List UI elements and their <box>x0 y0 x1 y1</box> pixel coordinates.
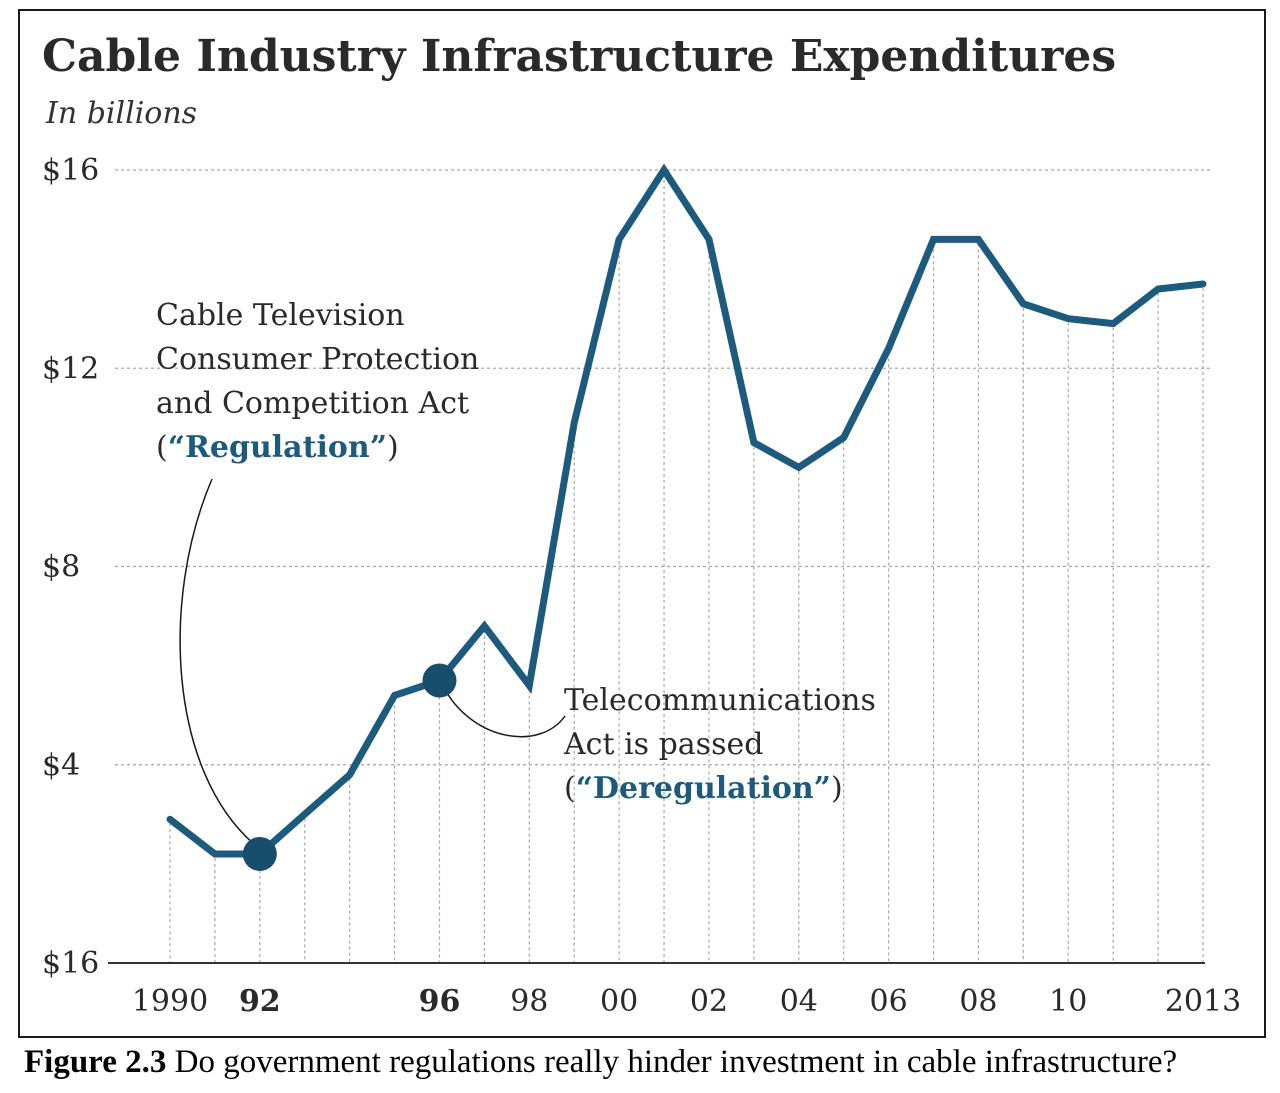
x-tick-label: 92 <box>239 984 281 1019</box>
data-point <box>885 345 892 352</box>
x-tick-label: 00 <box>600 984 638 1019</box>
x-tick-label: 10 <box>1049 984 1087 1019</box>
annotation-label: (“Deregulation”) <box>564 771 843 806</box>
deregulation-leader-line <box>444 690 566 738</box>
chart-frame: Cable Industry Infrastructure Expenditur… <box>18 9 1266 1038</box>
x-tick-label: 1990 <box>132 984 208 1019</box>
data-point <box>481 622 488 629</box>
chart-subtitle: In billions <box>45 96 197 131</box>
data-point <box>167 816 173 823</box>
annotation-label: (“Regulation”) <box>156 430 399 465</box>
data-point <box>840 434 847 441</box>
x-axis: 1990 92 96 98 00 02 04 06 08 10 2013 <box>132 984 1241 1019</box>
annotation-leaders <box>179 478 566 845</box>
data-point <box>1200 280 1206 287</box>
annotations: Cable Television Consumer Protection and C… <box>156 298 876 806</box>
data-point <box>975 236 982 243</box>
y-axis: $16 $12 $8 $4 $16 <box>42 153 99 981</box>
data-point <box>750 439 757 446</box>
data-point <box>616 236 623 243</box>
highlight-marker <box>242 836 277 871</box>
y-tick-label: $12 <box>42 351 99 386</box>
highlight-marker <box>422 663 457 698</box>
annotation-line: Act is passed <box>563 727 763 762</box>
data-point <box>1065 315 1072 322</box>
data-point <box>1110 320 1117 327</box>
x-tick-label: 06 <box>870 984 908 1019</box>
figure-caption: Figure 2.3 Do government regulations rea… <box>24 1044 1274 1081</box>
data-point <box>661 167 668 173</box>
data-line <box>166 163 1207 858</box>
annotation-line: and Competition Act <box>156 386 469 421</box>
data-point <box>391 692 398 699</box>
figure-caption-label: Figure 2.3 <box>24 1044 167 1080</box>
x-tick-label: 98 <box>510 984 548 1019</box>
data-point <box>526 682 533 689</box>
annotation-line: Telecommunications <box>564 683 876 718</box>
y-tick-label: $4 <box>42 748 80 783</box>
annotation-open-paren: ( <box>564 771 576 806</box>
y-tick-label: $16 <box>42 153 99 188</box>
x-tick-label: 02 <box>690 984 728 1019</box>
annotation-open-paren: ( <box>156 430 168 465</box>
x-tick-label: 04 <box>780 984 818 1019</box>
data-point <box>346 771 353 778</box>
data-point <box>1020 300 1027 307</box>
figure-caption-text: Do government regulations really hinder … <box>166 1044 1178 1080</box>
series-group <box>166 163 1207 871</box>
chart-title: Cable Industry Infrastructure Expenditur… <box>42 31 1116 82</box>
annotation-emphasis: “Regulation” <box>168 430 387 465</box>
data-point <box>795 464 802 471</box>
data-point <box>211 850 218 857</box>
data-point <box>301 811 308 818</box>
annotation-line: Cable Television <box>156 298 405 333</box>
chart: Cable Industry Infrastructure Expenditur… <box>42 31 1241 1019</box>
grid <box>108 169 1210 964</box>
data-point <box>1155 285 1162 292</box>
regulation-leader-line <box>179 478 255 845</box>
annotation-line: Consumer Protection <box>156 342 479 377</box>
data-point <box>930 236 937 243</box>
data-point <box>571 419 578 426</box>
x-tick-label: 96 <box>419 984 461 1019</box>
data-point <box>705 236 712 243</box>
annotation-close-paren: ) <box>831 771 843 806</box>
annotation-close-paren: ) <box>387 430 399 465</box>
annotation-emphasis: “Deregulation” <box>576 771 831 806</box>
x-tick-label: 08 <box>959 984 997 1019</box>
y-tick-label: $8 <box>42 550 80 585</box>
y-tick-label: $16 <box>42 946 99 981</box>
x-tick-label: 2013 <box>1165 984 1241 1019</box>
